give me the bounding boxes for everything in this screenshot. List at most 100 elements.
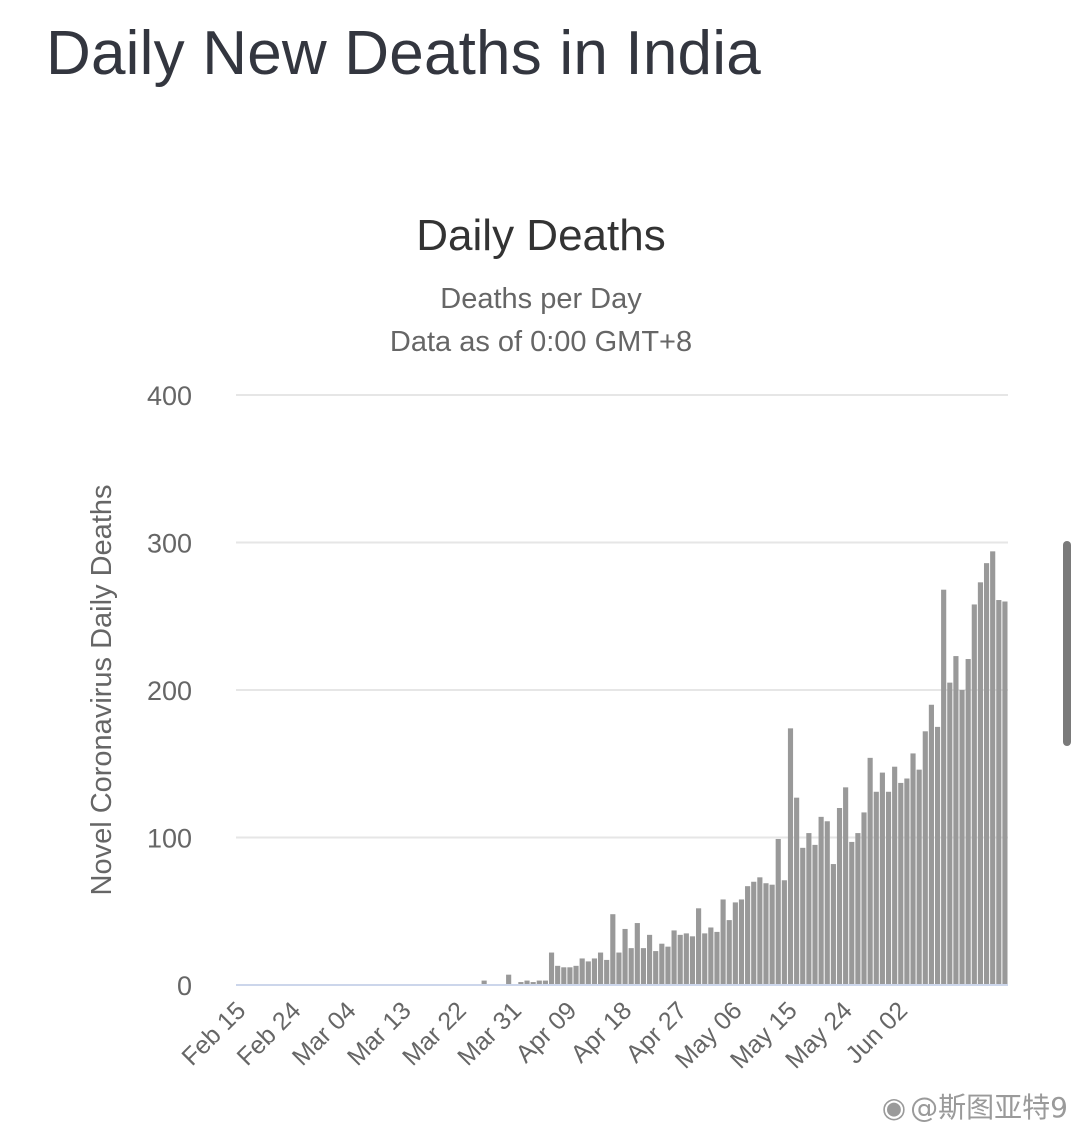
bar: [640, 948, 647, 986]
bar: [573, 965, 579, 985]
bar: [610, 914, 616, 985]
watermark: ◉ @斯图亚特9: [882, 1086, 1068, 1126]
bar: [757, 877, 763, 985]
chart-title: Daily Deaths: [416, 211, 665, 260]
bar: [665, 946, 671, 985]
bar: [922, 731, 928, 985]
bar: [953, 656, 959, 985]
bar: [745, 886, 751, 985]
bar: [732, 902, 738, 985]
bar: [843, 787, 849, 985]
x-tick-label: Apr 18: [565, 996, 637, 1068]
bar: [971, 604, 977, 985]
bar: [708, 927, 714, 985]
bar: [977, 582, 984, 985]
bar: [634, 923, 640, 985]
bar: [879, 772, 885, 985]
bar: [928, 704, 934, 985]
bar: [567, 967, 573, 985]
bar: [714, 931, 720, 985]
page-title: Daily New Deaths in India: [46, 19, 761, 88]
bar: [830, 864, 836, 985]
bar: [818, 816, 824, 985]
bar: [530, 982, 536, 985]
bar: [904, 778, 910, 985]
y-axis-label: Novel Coronavirus Daily Deaths: [86, 485, 118, 896]
x-tick-label: Jun 02: [840, 996, 913, 1069]
bar: [696, 908, 702, 985]
bar: [781, 880, 787, 985]
grid-lines: [236, 394, 1008, 839]
bar: [628, 948, 634, 986]
bar: [934, 726, 941, 986]
bar: [536, 980, 542, 985]
bar: [683, 933, 689, 986]
bar: [616, 952, 622, 985]
bar: [548, 952, 555, 985]
bar: [941, 589, 947, 985]
bar: [518, 982, 524, 985]
bar: [947, 682, 953, 986]
bar: [794, 797, 800, 985]
bar: [751, 881, 757, 985]
bar: [677, 934, 683, 985]
bar: [738, 899, 745, 985]
bar: [561, 967, 567, 985]
y-tick-label: 100: [147, 824, 192, 854]
bar: [659, 943, 665, 985]
bar: [506, 974, 512, 985]
bar: [579, 958, 585, 985]
bar: [965, 659, 971, 985]
bar: [787, 728, 794, 985]
bar: [542, 980, 548, 985]
bar: [591, 958, 598, 985]
bar: [769, 884, 775, 985]
y-tick-label: 300: [147, 529, 192, 559]
bar: [892, 766, 898, 985]
bar: [524, 980, 530, 985]
bar: [481, 980, 487, 985]
bar: [597, 952, 604, 985]
chart-subtitle-date: Data as of 0:00 GMT+8: [390, 326, 692, 358]
bar: [653, 951, 659, 985]
bar: [898, 782, 904, 985]
bar: [861, 812, 867, 985]
bar: [849, 841, 855, 985]
y-tick-label: 200: [147, 676, 192, 706]
bar: [836, 808, 843, 985]
bar: [873, 791, 879, 985]
bar: [867, 757, 873, 985]
y-axis-ticks: 0 100 200 300 400: [147, 381, 192, 1001]
bar: [1002, 601, 1008, 985]
bar: [604, 959, 610, 985]
bar: [585, 961, 591, 985]
bar: [812, 844, 818, 986]
bar: [916, 769, 922, 985]
bar: [959, 690, 965, 985]
bar: [775, 838, 781, 985]
bar: [726, 920, 732, 985]
x-tick-label: Mar 31: [452, 996, 527, 1071]
x-tick-label: Apr 09: [510, 996, 582, 1068]
bar: [702, 933, 708, 986]
page-scrollbar[interactable]: [1063, 541, 1071, 746]
bar: [671, 930, 677, 985]
chart-subtitle: Deaths per Day: [440, 283, 642, 315]
bar: [824, 821, 830, 985]
bar: [622, 928, 628, 985]
bar: [689, 936, 696, 985]
bar-series: [481, 551, 1008, 986]
y-tick-label: 400: [147, 381, 192, 411]
bar: [806, 833, 812, 985]
bar: [855, 833, 861, 985]
bar: [910, 753, 916, 985]
bar: [800, 847, 806, 985]
y-tick-label: 0: [177, 971, 192, 1001]
weibo-icon: ◉: [881, 1091, 907, 1124]
bar: [555, 965, 561, 985]
bar: [996, 600, 1002, 985]
bar: [720, 899, 726, 985]
bar: [990, 551, 996, 985]
watermark-text: @斯图亚特9: [910, 1091, 1068, 1124]
